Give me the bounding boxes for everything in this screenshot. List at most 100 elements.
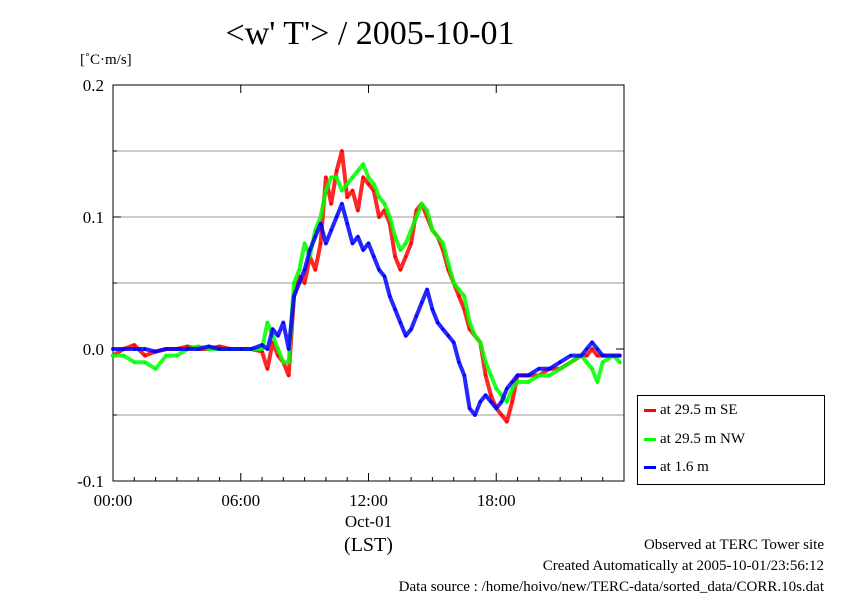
series-1-point-30 xyxy=(345,182,349,186)
series-2-point-43 xyxy=(414,314,418,318)
footer-data-source: Data source : /home/hoivo/new/TERC-data/… xyxy=(398,579,824,595)
series-2-point-53 xyxy=(468,406,472,410)
series-1-point-56 xyxy=(484,360,488,364)
series-2-point-1 xyxy=(122,347,126,351)
series-2-point-6 xyxy=(175,347,179,351)
series-line-0 xyxy=(111,149,622,424)
x-tick-label-2: 12:00 xyxy=(349,491,388,510)
series-0-point-31 xyxy=(351,189,355,193)
series-0-point-3 xyxy=(143,354,147,358)
series-1-point-0 xyxy=(111,354,115,358)
series-0-point-57 xyxy=(489,393,493,397)
series-2-point-65 xyxy=(547,367,551,371)
legend: at 29.5 m SE at 29.5 m NW at 1.6 m xyxy=(637,395,825,485)
series-1-point-58 xyxy=(494,387,498,391)
series-1-point-39 xyxy=(393,235,397,239)
series-2-point-16 xyxy=(271,327,275,331)
series-1-point-63 xyxy=(526,380,530,384)
series-2-point-62 xyxy=(516,373,520,377)
legend-label-1-6m: at 1.6 m xyxy=(660,458,709,475)
legend-swatch-red xyxy=(644,408,656,412)
series-2-point-57 xyxy=(489,400,493,404)
series-1-point-22 xyxy=(303,241,307,245)
y-axis-unit-label: [˚C·m/s] xyxy=(80,52,132,68)
series-0-point-19 xyxy=(287,373,291,377)
series-1-point-25 xyxy=(319,215,323,219)
series-1-point-74 xyxy=(618,360,622,364)
series-2-point-52 xyxy=(462,373,466,377)
series-2-point-46 xyxy=(430,307,434,311)
series-2-point-29 xyxy=(340,202,344,206)
series-2-point-55 xyxy=(478,400,482,404)
series-2-point-67 xyxy=(569,354,573,358)
series-2-point-38 xyxy=(388,294,392,298)
series-1-point-1 xyxy=(122,354,126,358)
series-1-point-60 xyxy=(505,400,509,404)
x-tick-label-1: 06:00 xyxy=(221,491,260,510)
series-0-point-51 xyxy=(457,294,461,298)
legend-item-se: at 29.5 m SE xyxy=(644,400,738,420)
series-2-point-37 xyxy=(382,274,386,278)
series-2-point-49 xyxy=(446,334,450,338)
series-0-point-15 xyxy=(265,367,269,371)
series-2-point-39 xyxy=(393,307,397,311)
series-1-point-21 xyxy=(297,268,301,272)
series-0-point-69 xyxy=(585,354,589,358)
series-1-point-66 xyxy=(558,367,562,371)
series-0-point-29 xyxy=(340,149,344,153)
series-1-point-6 xyxy=(175,354,179,358)
series-2-point-36 xyxy=(377,268,381,272)
series-0-point-39 xyxy=(393,255,397,259)
series-1-point-18 xyxy=(281,360,285,364)
series-2-point-34 xyxy=(367,241,370,245)
series-2-point-17 xyxy=(276,334,280,338)
series-2-point-22 xyxy=(303,268,307,272)
series-2-point-23 xyxy=(308,248,312,252)
series-1-point-50 xyxy=(452,281,456,285)
y-tick-label-1: 0.1 xyxy=(83,208,104,227)
series-0-point-40 xyxy=(398,268,402,272)
series-2-point-9 xyxy=(207,344,211,348)
series-2-point-2 xyxy=(132,347,136,351)
series-2-point-66 xyxy=(558,360,562,364)
series-2-point-70 xyxy=(590,340,594,344)
series-1-point-57 xyxy=(489,373,493,377)
series-2-point-30 xyxy=(345,222,349,226)
series-2-point-73 xyxy=(611,354,615,358)
series-1-point-69 xyxy=(585,360,589,364)
series-1-point-44 xyxy=(420,202,424,206)
series-0-point-28 xyxy=(335,169,339,173)
series-1-point-49 xyxy=(446,261,450,265)
series-2-point-27 xyxy=(329,228,333,232)
series-2-point-74 xyxy=(618,354,622,358)
series-1-point-2 xyxy=(132,360,136,364)
series-0-point-71 xyxy=(595,354,599,358)
series-0-point-27 xyxy=(329,202,333,206)
series-0-point-26 xyxy=(324,175,328,179)
series-2-point-60 xyxy=(505,387,509,391)
series-1-point-53 xyxy=(468,321,472,325)
x-date-label: Oct-01 xyxy=(345,512,392,531)
series-1-point-67 xyxy=(569,360,573,364)
series-1-point-37 xyxy=(382,202,386,206)
series-1-point-32 xyxy=(356,169,360,173)
series-1-point-35 xyxy=(372,182,376,186)
series-1-point-36 xyxy=(377,195,381,199)
series-2-point-69 xyxy=(585,347,589,351)
legend-label-nw: at 29.5 m NW xyxy=(660,430,745,447)
series-1-point-20 xyxy=(292,281,296,285)
series-1-point-54 xyxy=(473,334,477,338)
series-0-point-24 xyxy=(313,268,317,272)
series-2-point-56 xyxy=(484,393,488,397)
series-0-point-70 xyxy=(590,347,594,351)
series-1-point-17 xyxy=(276,347,280,351)
series-2-point-68 xyxy=(579,354,583,358)
series-1-point-42 xyxy=(409,228,413,232)
series-0-point-61 xyxy=(510,400,514,404)
series-1-point-61 xyxy=(510,387,514,391)
series-1-point-71 xyxy=(595,380,599,384)
series-2-point-58 xyxy=(494,406,498,410)
series-2-point-40 xyxy=(398,321,402,325)
footer-observed: Observed at TERC Tower site xyxy=(643,537,824,553)
series-1-point-62 xyxy=(516,380,520,384)
